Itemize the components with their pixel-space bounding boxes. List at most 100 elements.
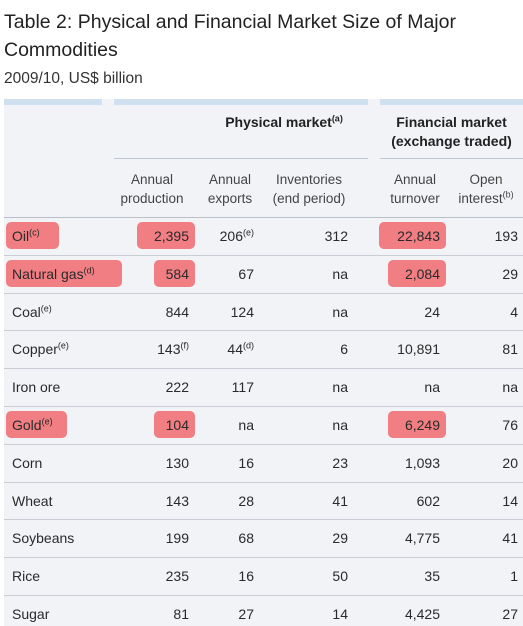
cell-open-interest: 1: [510, 566, 518, 586]
cell-value: na: [424, 379, 440, 396]
cell-inventories: 6: [340, 339, 348, 359]
footnote-marker: (c): [29, 227, 40, 238]
commodity-name: Corn: [12, 453, 42, 473]
cell-value: 28: [238, 492, 254, 509]
highlight-mark: [153, 259, 195, 287]
cell-value: 193: [494, 227, 518, 244]
header-band: [114, 99, 368, 105]
cell-inventories: 14: [332, 604, 348, 624]
cell-value: 22,843: [397, 227, 440, 244]
cell-inventories: 50: [332, 566, 348, 586]
cell-turnover: 10,891: [397, 339, 440, 359]
cell-turnover: 24: [424, 302, 440, 322]
commodity-name: Wheat: [12, 491, 52, 511]
highlight-mark: [136, 221, 195, 249]
commodity-name-text: Wheat: [12, 492, 53, 509]
cell-value: 35: [424, 568, 440, 585]
cell-value: 143: [157, 341, 181, 358]
col-header-open-interest: Open interest(b): [458, 172, 514, 206]
cell-turnover: 4,775: [405, 528, 440, 548]
commodity-name: Copper(e): [12, 339, 69, 359]
cell-production: 222: [166, 377, 189, 397]
cell-production: 199: [166, 528, 189, 548]
cell-value: 104: [165, 416, 189, 433]
cell-exports: 27: [238, 604, 254, 624]
cell-value: 6: [340, 341, 348, 358]
cell-value: 41: [332, 492, 348, 509]
commodity-name: Sugar: [12, 604, 49, 624]
cell-inventories: na: [332, 264, 348, 284]
footnote-marker: (e): [41, 416, 53, 427]
commodity-name-text: Natural gas: [12, 265, 84, 282]
cell-exports: 16: [238, 566, 254, 586]
cell-open-interest: 81: [502, 339, 518, 359]
footnote-marker: (e): [57, 340, 69, 351]
cell-value: 41: [502, 530, 518, 547]
cell-production: 81: [173, 604, 189, 624]
cell-open-interest: 4: [510, 302, 518, 322]
header-band: [380, 99, 523, 105]
cell-inventories: 29: [332, 528, 348, 548]
commodity-name: Rice: [12, 566, 40, 586]
cell-value: na: [332, 379, 348, 396]
cell-value: na: [332, 303, 348, 320]
cell-value: 27: [238, 605, 254, 622]
cell-value: 117: [231, 379, 254, 396]
cell-value: na: [332, 416, 348, 433]
commodity-name-text: Rice: [12, 568, 41, 585]
cell-exports: 117: [232, 377, 254, 397]
cell-value: 6,249: [404, 416, 440, 433]
cell-exports: 16: [238, 453, 254, 473]
cell-exports: 28: [238, 491, 254, 511]
cell-value: 23: [332, 454, 348, 471]
col-header-annual-production: Annual production: [120, 172, 184, 206]
commodity-name-text: Iron ore: [12, 379, 61, 396]
footnote-marker: (d): [243, 340, 254, 351]
cell-exports: 44(d): [227, 339, 254, 359]
cell-value: 44: [227, 341, 243, 358]
group-financial-market: Financial market (exchange traded): [391, 114, 512, 149]
cell-value: 29: [502, 265, 518, 282]
cell-open-interest: 20: [502, 453, 518, 473]
cell-value: 20: [502, 454, 518, 471]
commodity-name-text: Corn: [12, 454, 43, 471]
cell-value: 76: [502, 416, 518, 433]
col-header-annual-turnover: Annual turnover: [390, 172, 440, 206]
cell-value: 68: [238, 530, 254, 547]
row-divider: [4, 330, 523, 332]
cell-value: 235: [165, 568, 189, 585]
cell-value: 24: [424, 303, 440, 320]
cell-turnover: 35: [424, 566, 440, 586]
highlight-mark: [387, 410, 446, 438]
cell-value: 1: [510, 568, 518, 585]
cell-inventories: 23: [332, 453, 348, 473]
cell-value: na: [502, 379, 518, 396]
commodity-table: Physical market(a) Financial market (exc…: [4, 99, 523, 626]
cell-production: 104: [166, 415, 189, 435]
header-band: [4, 99, 102, 105]
cell-value: 16: [238, 454, 254, 471]
header-divider: [4, 217, 523, 218]
cell-value: 2,395: [153, 227, 189, 244]
row-divider: [4, 406, 523, 407]
cell-value: 143: [165, 492, 189, 509]
row-divider: [4, 368, 523, 370]
col-header-annual-exports: Annual exports: [207, 172, 253, 206]
commodity-name: Coal(e): [12, 302, 52, 322]
highlight-mark: [6, 221, 60, 249]
commodity-name: Natural gas(d): [12, 264, 95, 284]
cell-open-interest: na: [502, 377, 518, 397]
cell-value: 2,084: [404, 265, 440, 282]
commodity-name-text: Soybeans: [12, 530, 75, 547]
row-divider: [4, 254, 523, 256]
cell-value: na: [238, 416, 254, 433]
commodity-name: Oil(c): [12, 226, 40, 246]
cell-turnover: 1,093: [405, 453, 440, 473]
cell-inventories: 312: [325, 226, 348, 246]
cell-value: 67: [238, 265, 254, 282]
cell-value: 14: [502, 492, 518, 509]
group-divider: [114, 158, 368, 159]
cell-value: 584: [165, 265, 189, 282]
commodity-name-text: Copper: [12, 341, 58, 358]
cell-value: 10,891: [397, 341, 440, 358]
